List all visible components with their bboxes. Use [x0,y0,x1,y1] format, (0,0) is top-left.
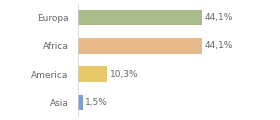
Bar [78,38,202,54]
Text: 44,1%: 44,1% [204,41,232,50]
Text: 10,3%: 10,3% [109,70,138,79]
Bar [78,10,202,25]
Bar [78,66,107,82]
Text: 1,5%: 1,5% [85,98,108,107]
Text: 44,1%: 44,1% [204,13,232,22]
Bar [78,95,83,110]
